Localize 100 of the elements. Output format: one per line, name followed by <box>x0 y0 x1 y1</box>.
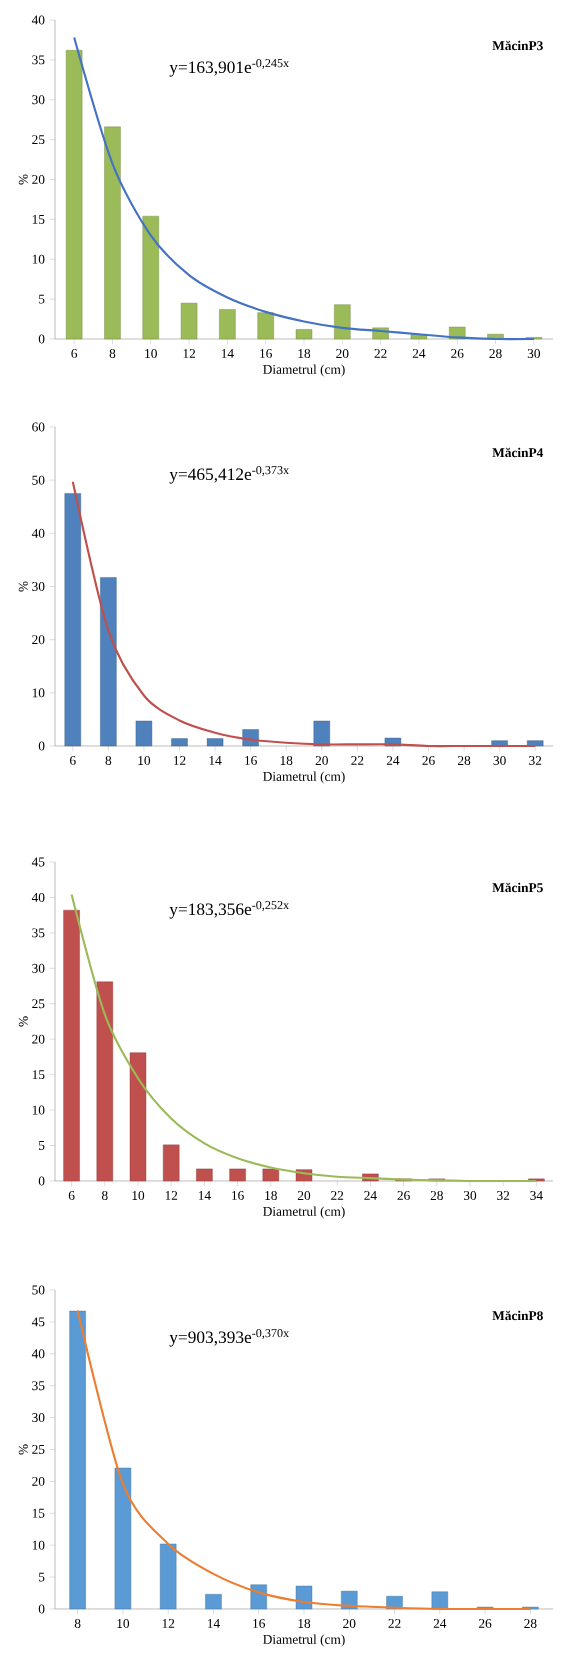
x-tick-label: 14 <box>209 756 222 765</box>
x-tick-label: 14 <box>207 1619 220 1628</box>
x-tick-label: 20 <box>343 1619 356 1629</box>
x-tick-label: 20 <box>315 756 328 766</box>
y-tick-label: 20 <box>32 1034 45 1044</box>
x-tick-label: 28 <box>457 756 471 766</box>
x-tick-label: 16 <box>245 756 257 765</box>
x-tick-label: 18 <box>298 349 311 359</box>
x-tick-label: 24 <box>412 349 426 358</box>
x-tick-label: 18 <box>298 1619 311 1629</box>
y-tick-label: 45 <box>31 857 45 867</box>
x-tick-label: 30 <box>493 756 506 766</box>
y-tick-label: 20 <box>32 635 45 645</box>
x-tick-label: 10 <box>117 1619 130 1629</box>
x-tick-label: 14 <box>198 1191 211 1200</box>
y-tick-label: 50 <box>32 475 45 485</box>
y-tick-label: 30 <box>32 1413 45 1423</box>
y-tick-label: 50 <box>32 1285 45 1295</box>
x-tick-label: 32 <box>529 756 542 765</box>
annotation: y=183,356e$^{-0,252x}$ <box>169 901 289 919</box>
text: MăcinP4 <box>492 447 544 458</box>
x-tick-label: 24 <box>386 756 400 765</box>
y-tick-label: 10 <box>32 1540 45 1550</box>
y-tick-label: 25 <box>32 135 45 145</box>
y-tick-label: 0 <box>38 1176 45 1186</box>
annotation: y=903,393e$^{-0,370x}$ <box>169 1329 289 1347</box>
x-axis-title: Diametrul (cm) <box>263 1634 345 1647</box>
x-tick-label: 8 <box>105 756 112 766</box>
x-tick-label: 12 <box>162 1619 175 1628</box>
x-tick-label: 24 <box>364 1191 377 1200</box>
x-tick-label: 18 <box>265 1191 277 1201</box>
y-tick-label: 45 <box>31 1317 45 1327</box>
x-axis-title: Diametrul (cm) <box>263 771 345 784</box>
x-tick-label: 22 <box>351 756 364 765</box>
x-tick-label: 26 <box>397 1191 410 1200</box>
x-tick-label: 22 <box>388 1619 401 1628</box>
y-tick-label: 5 <box>39 1572 45 1582</box>
annotation: y=465,412e$^{-0,373x}$ <box>169 466 289 484</box>
x-tick-label: 6 <box>70 756 76 765</box>
y-tick-label: 25 <box>32 999 45 1009</box>
text: MăcinP5 <box>492 882 543 893</box>
y-tick-label: 20 <box>32 175 45 184</box>
x-tick-label: 30 <box>527 349 541 359</box>
y-tick-label: 30 <box>32 581 45 591</box>
text: MăcinP8 <box>492 1310 543 1321</box>
text: MăcinP3 <box>492 40 543 51</box>
x-tick-label: 10 <box>132 1191 145 1201</box>
y-tick-label: 35 <box>32 928 45 938</box>
y-tick-label: 10 <box>32 1105 45 1115</box>
x-tick-label: 34 <box>530 1191 543 1200</box>
y-tick-label: 0 <box>38 1604 45 1614</box>
x-tick-label: 20 <box>336 349 349 359</box>
x-tick-label: 6 <box>71 349 78 358</box>
x-tick-label: 12 <box>174 756 186 765</box>
x-tick-label: 24 <box>433 1619 447 1628</box>
x-tick-label: 8 <box>101 1191 108 1201</box>
x-tick-label: 14 <box>221 349 234 358</box>
x-tick-label: 12 <box>183 349 196 358</box>
y-axis-title: % <box>18 174 28 185</box>
y-tick-label: 5 <box>39 1141 45 1150</box>
y-tick-label: 30 <box>32 963 45 973</box>
y-tick-label: 5 <box>39 294 45 304</box>
x-tick-label: 8 <box>74 1619 81 1629</box>
y-tick-label: 40 <box>31 528 45 538</box>
x-tick-label: 32 <box>497 1191 510 1200</box>
y-tick-label: 0 <box>38 741 45 751</box>
y-tick-label: 30 <box>32 95 45 105</box>
y-tick-label: 0 <box>38 334 45 344</box>
y-axis-title: % <box>18 1444 28 1455</box>
x-tick-label: 26 <box>451 349 464 358</box>
y-tick-label: 10 <box>32 688 45 698</box>
x-tick-label: 16 <box>260 349 272 358</box>
y-axis-title: % <box>18 581 28 592</box>
y-tick-label: 35 <box>32 1381 45 1391</box>
x-tick-label: 16 <box>232 1191 244 1200</box>
x-tick-label: 16 <box>253 1619 265 1628</box>
y-tick-label: 40 <box>31 15 45 25</box>
x-tick-label: 10 <box>138 756 151 766</box>
y-tick-label: 25 <box>32 1445 45 1454</box>
x-tick-label: 28 <box>430 1191 443 1201</box>
y-tick-label: 60 <box>32 422 45 432</box>
x-tick-label: 12 <box>165 1191 178 1200</box>
x-tick-label: 22 <box>374 349 387 358</box>
x-tick-label: 26 <box>479 1619 492 1628</box>
y-tick-label: 15 <box>32 214 45 224</box>
x-tick-label: 6 <box>68 1191 75 1200</box>
x-axis-title: Diametrul (cm) <box>263 364 345 377</box>
y-tick-label: 15 <box>32 1508 45 1518</box>
y-tick-label: 15 <box>32 1070 45 1080</box>
x-tick-label: 18 <box>280 756 293 766</box>
x-tick-label: 28 <box>524 1619 537 1629</box>
y-tick-label: 10 <box>32 254 45 264</box>
x-axis-title: Diametrul (cm) <box>263 1206 345 1219</box>
x-tick-label: 28 <box>489 349 502 359</box>
y-tick-label: 40 <box>31 1349 45 1359</box>
x-tick-label: 10 <box>145 349 157 359</box>
x-tick-label: 30 <box>463 1191 477 1201</box>
x-tick-label: 26 <box>422 756 435 765</box>
y-tick-label: 20 <box>32 1476 45 1486</box>
y-tick-label: 40 <box>31 892 45 902</box>
